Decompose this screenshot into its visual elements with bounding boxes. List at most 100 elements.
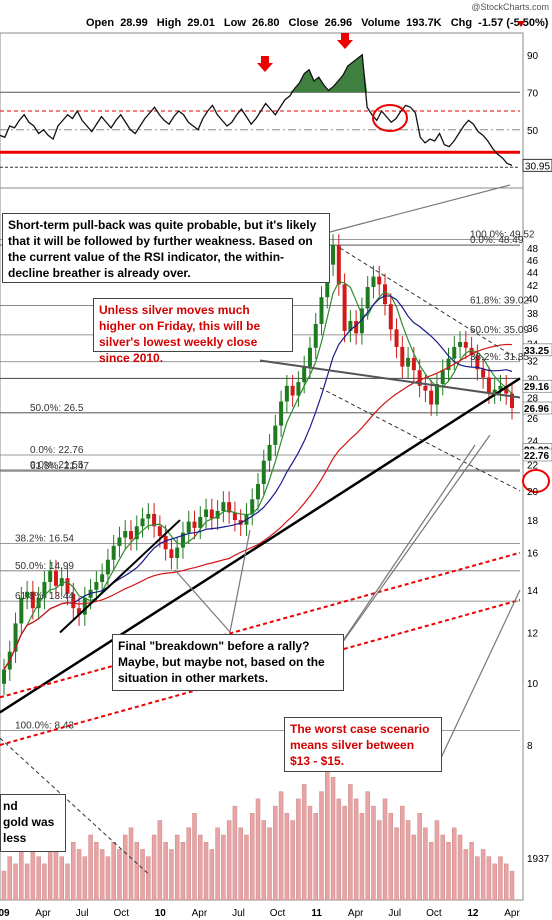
candle-body [411, 357, 416, 371]
fib-label: 100.0%: 8.43 [15, 720, 74, 731]
volume-bar [128, 827, 134, 901]
watermark: @StockCharts.com [471, 2, 549, 12]
candle-body [336, 245, 341, 285]
volume-bar [463, 849, 469, 901]
volume-bar [423, 827, 428, 901]
volume-bar [13, 863, 18, 901]
chg-down-arrow [517, 21, 525, 27]
chg-value: -1.57 (-5.50%) [478, 17, 549, 29]
candle-body [48, 570, 53, 582]
volume-bar [330, 776, 336, 901]
volume-bar [244, 834, 249, 901]
callout-line [229, 529, 251, 633]
volume-bar [325, 769, 330, 901]
fib-label: 38.2%: 16.54 [15, 534, 74, 545]
volume-bar [417, 813, 422, 901]
volume-bar [480, 849, 486, 901]
price-tick-label: 16 [527, 549, 539, 560]
price-tick-label: 22 [527, 460, 539, 471]
volume-bar [319, 791, 324, 901]
candle-body [105, 559, 110, 575]
volume-bar [19, 849, 24, 901]
candle-body [186, 521, 191, 533]
volume-bar [105, 856, 111, 901]
lower-channel-dashed [319, 387, 521, 492]
candle-body [163, 535, 168, 550]
fib-label: 0.0%: 21.55 [30, 460, 84, 471]
price-right-label: 29.16 [524, 382, 549, 393]
candle-body [273, 425, 278, 445]
candle-body [452, 346, 457, 359]
candle-body [359, 308, 364, 334]
volume-bar [111, 841, 116, 901]
candle-body [65, 578, 70, 594]
red-down-arrow [337, 33, 353, 49]
candle-body [400, 346, 405, 367]
candle-body [25, 591, 30, 598]
candle-body [469, 347, 474, 356]
volume-bar [255, 798, 261, 901]
fib-label: 0.0%: 22.76 [30, 445, 84, 456]
x-tick-label: 11 [311, 908, 322, 919]
x-tick-label: Apr [348, 908, 364, 919]
sma-long-line [3, 343, 513, 670]
upper-channel-dashed [339, 247, 521, 361]
volume-bar [376, 820, 382, 901]
price-tick-label: 8 [527, 741, 533, 752]
candle-body [204, 509, 209, 517]
candle-body [446, 358, 451, 371]
volume-bar [301, 784, 307, 901]
volume-bar [273, 805, 278, 901]
x-tick-label: Oct [426, 908, 442, 919]
volume-bar [163, 841, 168, 901]
candle-body [180, 532, 185, 548]
candle-body [192, 521, 197, 528]
volume-bar [371, 805, 376, 901]
low-label: Low [224, 17, 246, 29]
price-tick-label: 48 [527, 244, 539, 255]
candle-body [475, 355, 480, 370]
candle-body [510, 393, 514, 409]
price-tick-label: 24 [527, 436, 539, 447]
callout-line [439, 589, 521, 761]
volume-bar [146, 856, 151, 901]
long-term-support-trendline [0, 377, 521, 714]
volume-bar [151, 834, 157, 901]
volume-bar [503, 863, 509, 901]
volume-bar [486, 856, 492, 901]
candle-body [117, 537, 122, 546]
candle-body [152, 513, 157, 527]
short-support-trendline [59, 519, 181, 634]
volume-bar [47, 849, 53, 901]
volume-bar [117, 849, 122, 901]
callout-line [329, 434, 491, 661]
volume-bar [71, 841, 76, 901]
candle-body [221, 502, 226, 511]
note-rsi-pullback: Short-term pull-back was quite probable,… [2, 213, 330, 283]
volume-bar [249, 813, 255, 901]
candle-body [354, 320, 359, 334]
candle-body [42, 581, 47, 598]
volume-bar [140, 849, 145, 901]
candle-body [215, 510, 220, 519]
volume-bar [446, 841, 451, 901]
price-tick-label: 26 [527, 414, 539, 425]
volume-bar [122, 834, 128, 901]
volume-bar [180, 841, 186, 901]
candle-body [498, 385, 503, 390]
volume-bar [65, 863, 70, 901]
volume-bar [169, 849, 174, 901]
fib-label: 100.0%: 49.52 [470, 229, 535, 240]
volume-bar [307, 805, 313, 901]
candle-body [313, 323, 318, 348]
high-value: 29.01 [187, 17, 215, 29]
x-tick-label: 10 [155, 908, 167, 919]
x-tick-label: Apr [35, 908, 51, 919]
fib-label: 50.0%: 14.99 [15, 561, 74, 572]
candle-body [157, 526, 162, 536]
candle-body [227, 502, 232, 513]
x-tick-label: Jul [232, 908, 245, 919]
candle-body [140, 518, 145, 527]
price-tick-label: 36 [527, 324, 539, 335]
